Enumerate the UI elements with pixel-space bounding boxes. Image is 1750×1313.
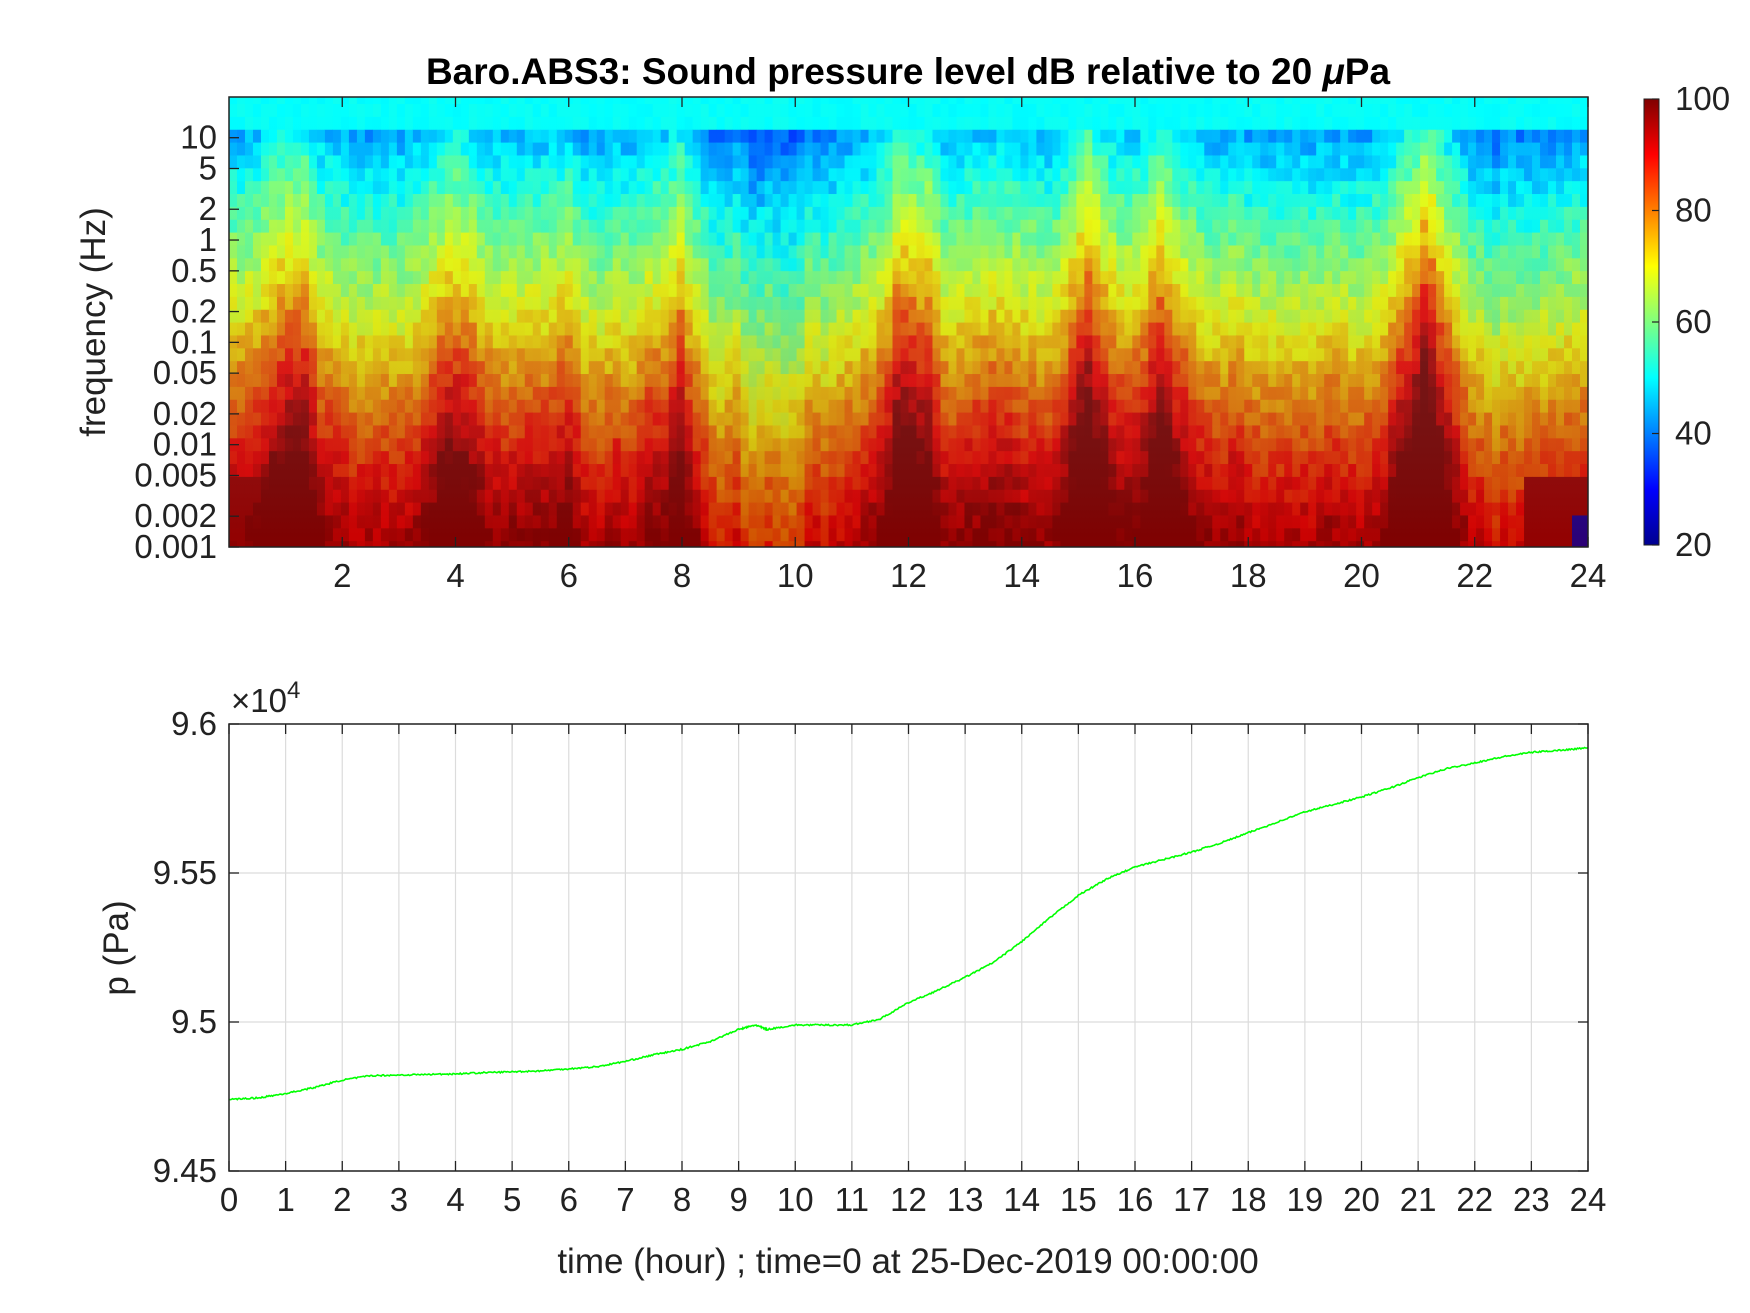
chart-title: Baro.ABS3: Sound pressure level dB relat… bbox=[426, 51, 1391, 92]
spectrogram-panel: Baro.ABS3: Sound pressure level dB relat… bbox=[74, 51, 1730, 594]
title-mu-symbol: μ bbox=[1321, 51, 1344, 92]
spectrogram-heatmap bbox=[229, 97, 1588, 547]
